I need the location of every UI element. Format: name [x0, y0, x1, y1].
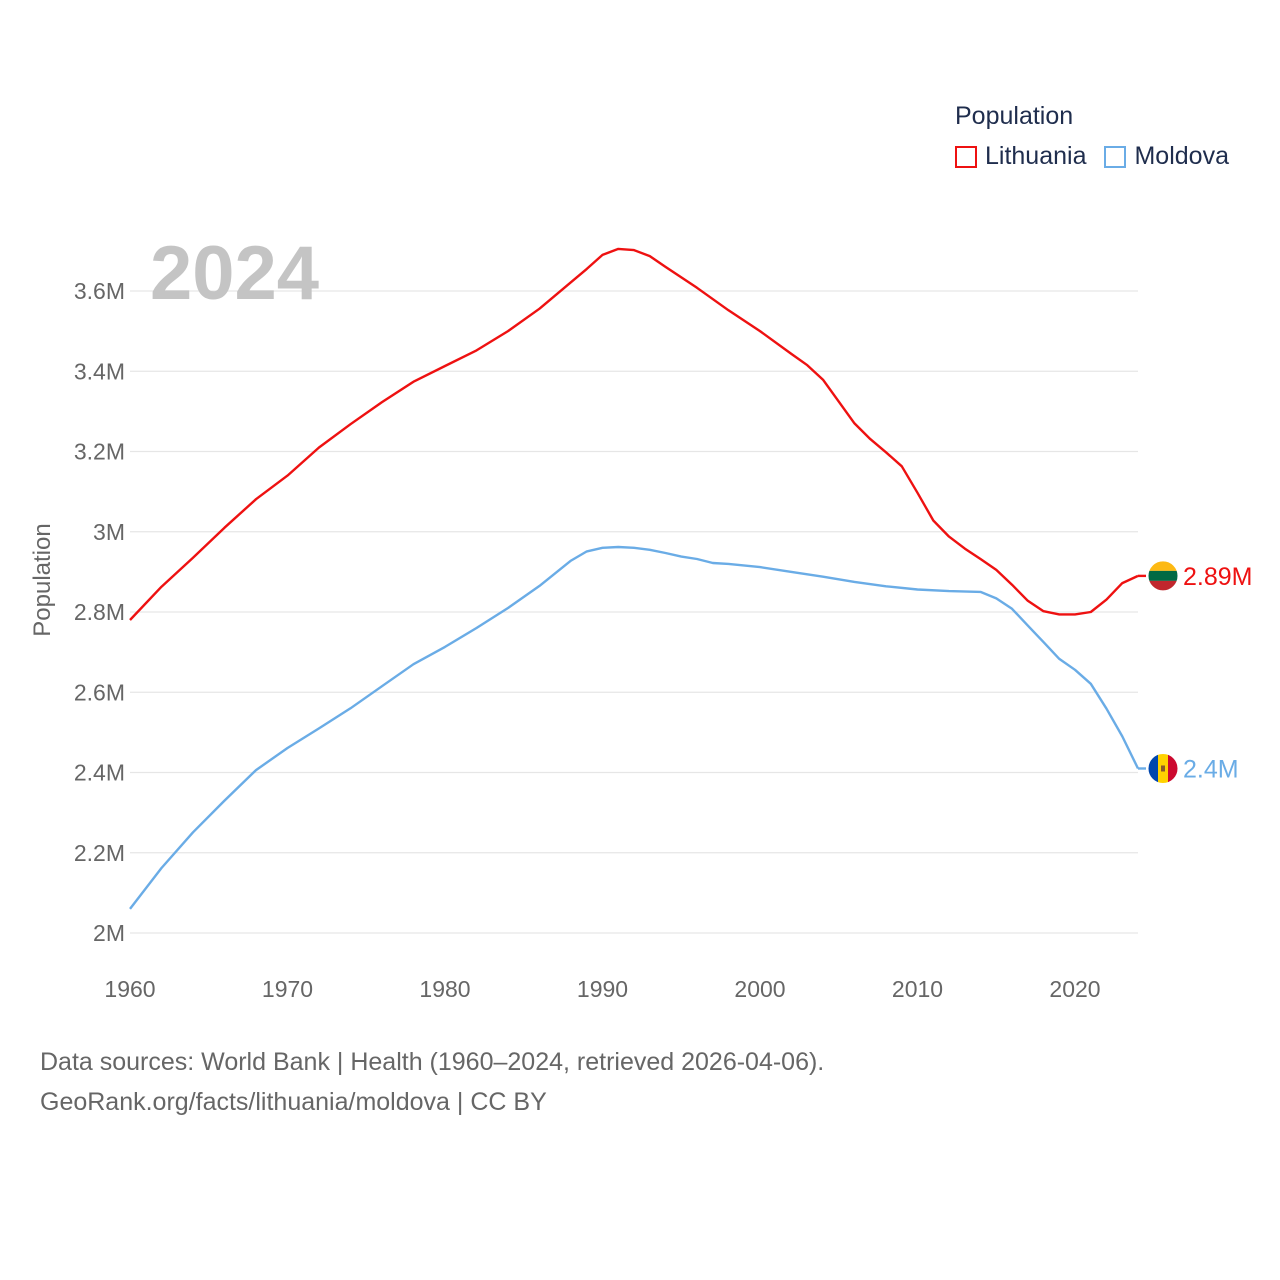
legend-label-lithuania: Lithuania [985, 142, 1087, 170]
legend-item-lithuania[interactable]: Lithuania [955, 142, 1086, 171]
legend-title: Population [955, 102, 1074, 130]
x-axis-ticks: 1960 1970 1980 1990 2000 2010 2020 [104, 976, 1100, 1002]
end-markers: 2.89M 2.4M [1138, 560, 1252, 784]
y-tick-label: 2.4M [74, 760, 125, 786]
y-axis-label: Population [29, 523, 56, 636]
y-axis-ticks: 2M 2.2M 2.4M 2.6M 2.8M 3M 3.2M 3.4M 3.6M [74, 278, 125, 946]
y-tick-label: 3.2M [74, 439, 125, 465]
lithuania-flag-icon [1147, 560, 1179, 592]
legend-swatch-moldova [1104, 145, 1127, 168]
moldova-flag-icon [1147, 752, 1179, 784]
data-source-text: Data sources: World Bank | Health (1960–… [40, 1048, 825, 1076]
legend-label-moldova: Moldova [1134, 142, 1229, 170]
grid-lines [130, 290, 1138, 934]
attribution-text: GeoRank.org/facts/lithuania/moldova | CC… [40, 1088, 547, 1116]
x-tick-label: 2020 [1049, 976, 1100, 1002]
x-tick-label: 1960 [104, 976, 155, 1002]
y-tick-label: 2M [93, 920, 125, 946]
x-tick-label: 2010 [892, 976, 943, 1002]
x-tick-label: 1990 [577, 976, 628, 1002]
series-line-lithuania[interactable] [129, 247, 1139, 621]
y-tick-label: 2.2M [74, 840, 125, 866]
footer: Data sources: World Bank | Health (1960–… [40, 1042, 824, 1122]
x-tick-label: 1980 [419, 976, 470, 1002]
x-tick-label: 2000 [734, 976, 785, 1002]
y-tick-label: 2.8M [74, 599, 125, 625]
x-tick-label: 1970 [262, 976, 313, 1002]
legend: Population Lithuania Moldova [955, 100, 1247, 171]
y-tick-label: 3.6M [74, 278, 125, 304]
series-line-moldova[interactable] [129, 545, 1140, 910]
year-watermark: 2024 [150, 231, 319, 316]
series-lines [129, 247, 1140, 910]
y-tick-label: 3M [93, 519, 125, 545]
legend-items: Lithuania Moldova [955, 142, 1247, 171]
legend-item-moldova[interactable]: Moldova [1104, 142, 1229, 171]
end-value-label-moldova: 2.4M [1183, 755, 1239, 783]
y-tick-label: 3.4M [74, 358, 125, 384]
legend-swatch-lithuania [955, 145, 977, 168]
y-tick-label: 2.6M [74, 679, 125, 705]
end-value-label-lithuania: 2.89M [1183, 563, 1252, 591]
